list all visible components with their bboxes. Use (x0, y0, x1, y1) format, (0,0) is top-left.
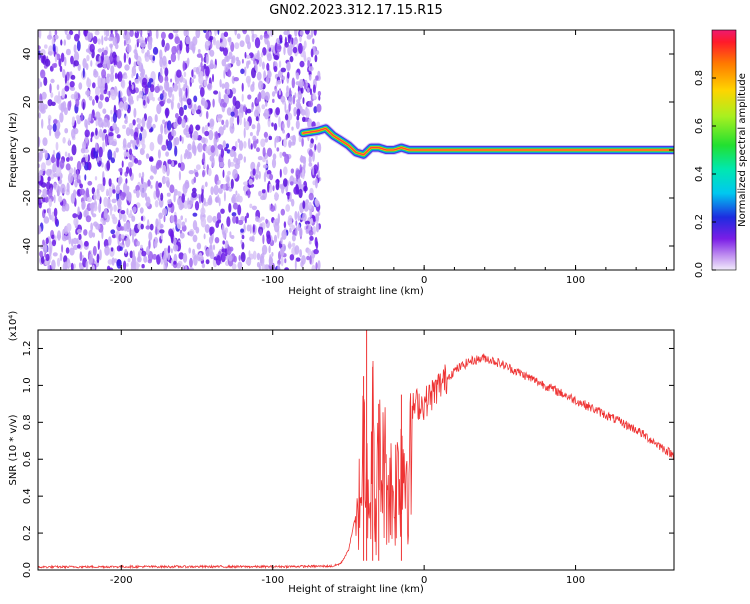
snr-y-multiplier: (x10⁴) (8, 311, 19, 342)
spectrogram-x-label: Height of straight line (km) (288, 286, 424, 297)
heatmap-marks (38, 30, 674, 270)
snr-x-tick-label: 100 (566, 575, 585, 586)
heatmap-noise-speckle (38, 30, 322, 270)
spectrogram-y-tick-label: 20 (22, 96, 33, 109)
colorbar-label: Normalized spectral amplitude (737, 73, 748, 227)
colorbar-tick-label: 0.4 (694, 166, 705, 182)
snr-x-label: Height of straight line (km) (288, 584, 424, 595)
snr-marks (38, 330, 674, 570)
spectrogram-y-tick-label: 40 (22, 48, 33, 61)
snr-y-tick-label: 0.6 (22, 451, 33, 467)
snr-y-tick-label: 1.2 (22, 341, 33, 357)
snr-y-tick-label: 0.2 (22, 525, 33, 541)
figure-title: GN02.2023.312.17.15.R15 (269, 3, 443, 18)
colorbar-ticks: 0.0 0.2 0.4 0.6 0.8 (694, 70, 716, 278)
colorbar-tick-label: 0.6 (694, 118, 705, 134)
colorbar-tick-label: 0.8 (694, 70, 705, 86)
snr-x-tick-label: 0 (421, 575, 427, 586)
colorbar-tick-label: 0.2 (694, 214, 705, 230)
snr-frame (37, 329, 675, 571)
spectrogram-y-tick-label: 0 (22, 147, 33, 153)
spectrogram-y-label: Frequency (Hz) (8, 112, 19, 188)
colorbar-gradient (711, 29, 737, 271)
snr-x-tick-label: -200 (110, 575, 133, 586)
snr-y-label: SNR (10 * v/v) (8, 414, 19, 485)
colorbar-tick-label: 0.0 (694, 262, 705, 278)
snr-ticks: -200 -100 0 100 0.0 0.2 0.4 0.6 0.8 1.0 1.2 (22, 330, 674, 586)
spectrogram-x-tick-label: -200 (110, 275, 133, 286)
snr-y-tick-label: 0.8 (22, 414, 33, 430)
spectrogram-y-tick-label: -40 (22, 238, 33, 254)
colorbar: 0.0 0.2 0.4 0.6 0.8 Normalized spectral ampl… (694, 29, 748, 278)
spectrogram-y-tick-label: -20 (22, 190, 33, 206)
spectrogram-x-tick-label: -100 (261, 275, 284, 286)
spectrogram-x-tick-label: 100 (566, 275, 585, 286)
snr-y-tick-label: 1.0 (22, 377, 33, 393)
snr-y-tick-label: 0.4 (22, 488, 33, 504)
snr-x-tick-label: -100 (261, 575, 284, 586)
spectrogram-x-tick-label: 0 (421, 275, 427, 286)
snr-y-tick-label: 0.0 (22, 562, 33, 578)
snr-panel: -200 -100 0 100 0.0 0.2 0.4 0.6 0.8 1.0 1.2 Height… (8, 311, 675, 595)
snr-series-line (38, 353, 674, 570)
tone-track-layer-7 (302, 128, 674, 156)
